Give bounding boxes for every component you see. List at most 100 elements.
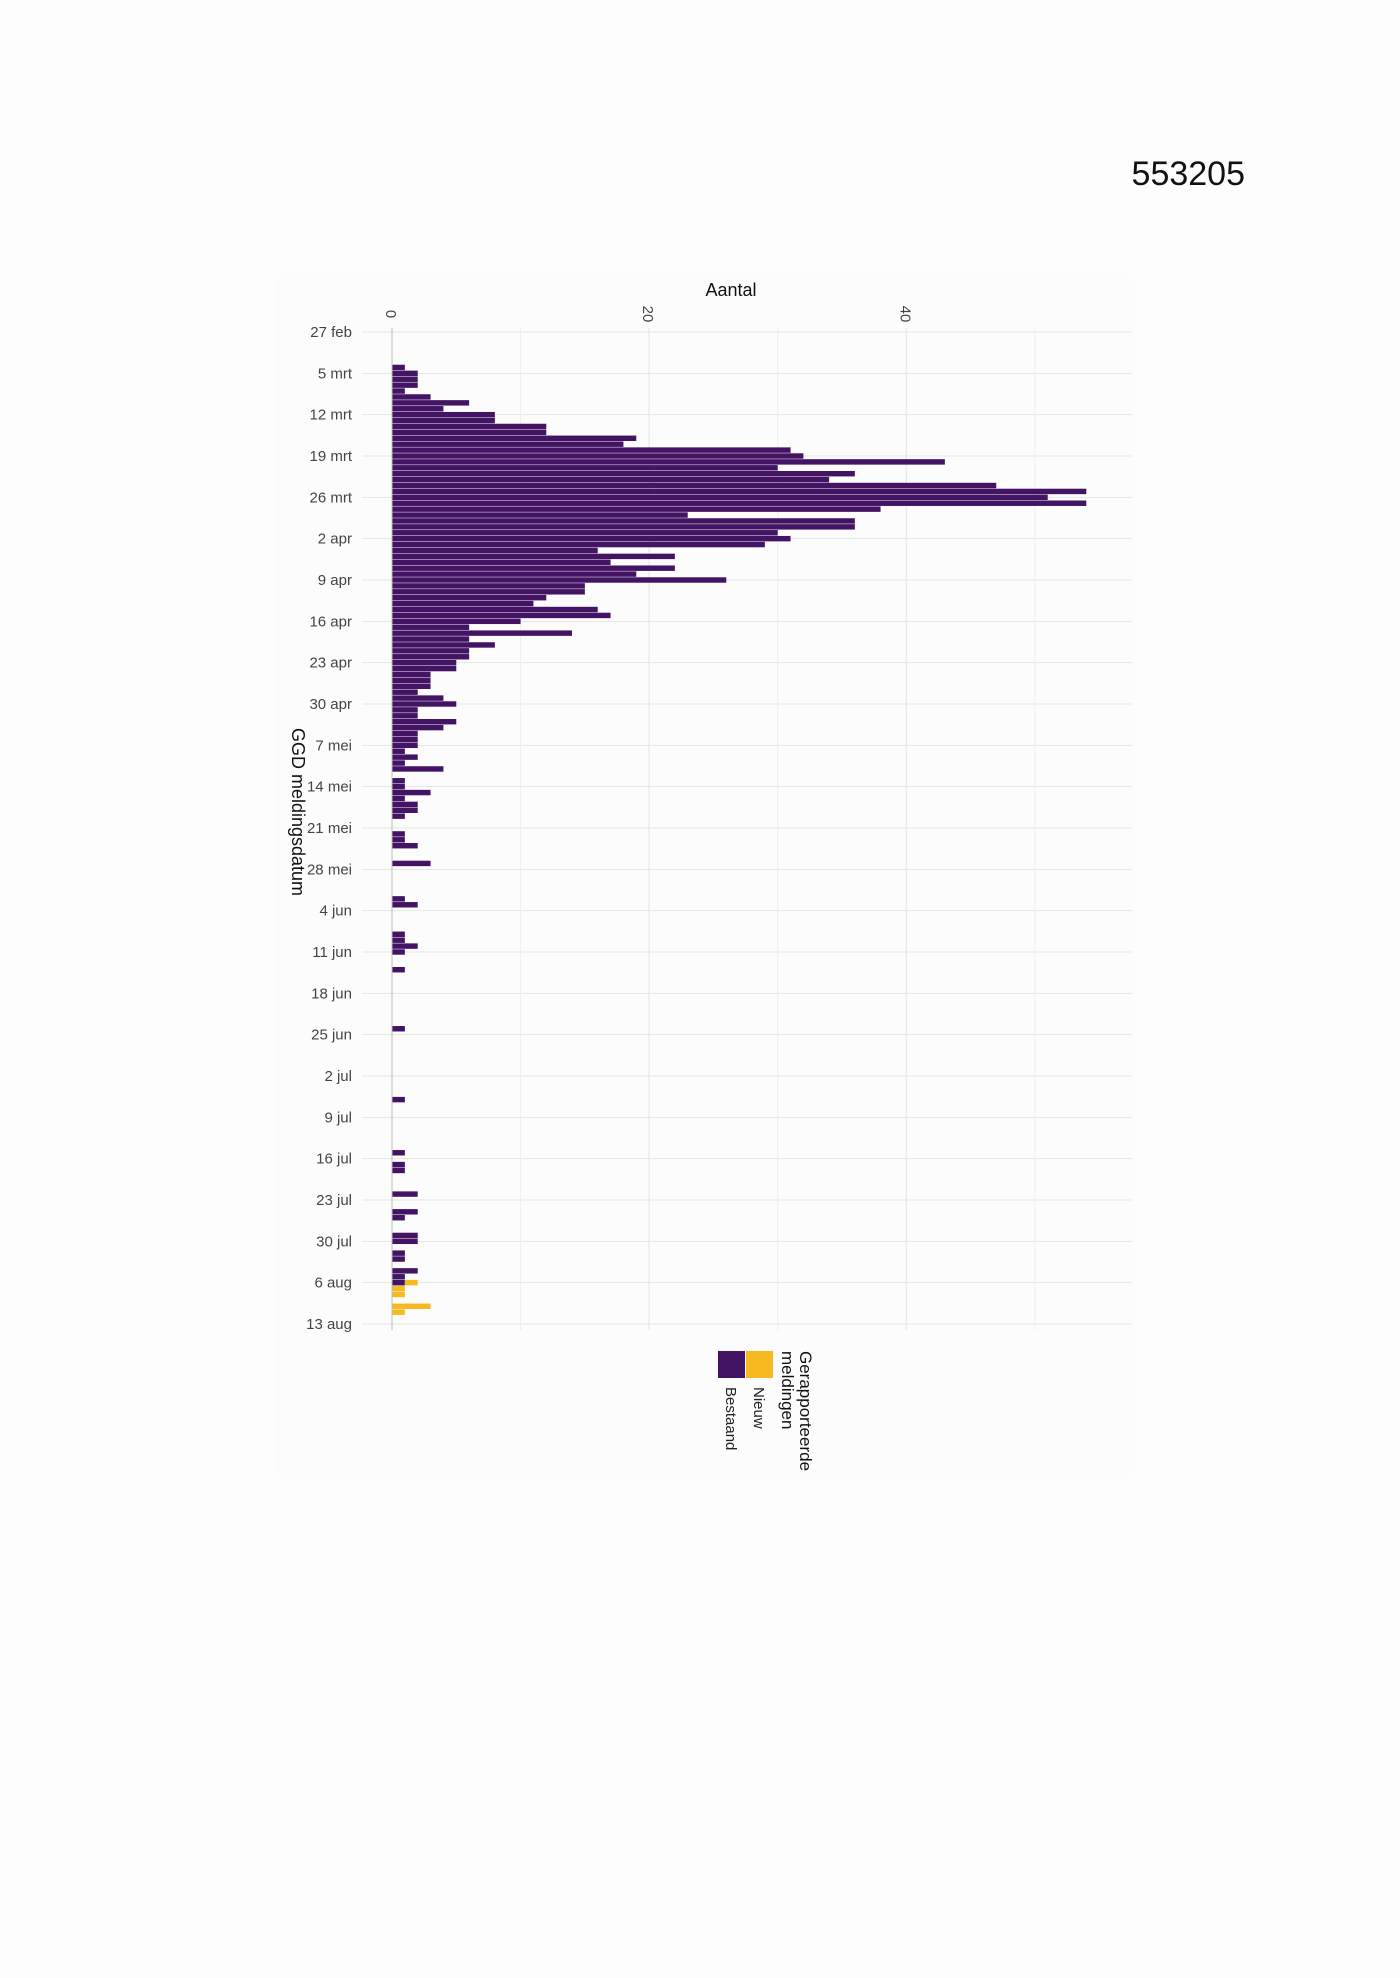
bar-bestaand (392, 488, 1087, 495)
bar-bestaand (392, 630, 572, 636)
bar-bestaand (392, 624, 470, 630)
bar-bestaand (392, 406, 444, 412)
bar-bestaand (392, 577, 727, 583)
y-tick-label: 14 mei (307, 779, 352, 796)
bar-bestaand (392, 541, 765, 548)
bar-bestaand (392, 1232, 418, 1239)
bar-bestaand (392, 612, 611, 619)
bar-bestaand (392, 470, 855, 477)
y-tick-label: 23 jul (316, 1192, 352, 1209)
chart-panel: 27 feb 5 mrt 12 mrt 19 mrt 26 mrt 2 apr 9 apr 1… (276, 276, 1134, 1476)
bar-bestaand (392, 583, 585, 589)
x-tick-label: 20 (639, 306, 656, 323)
y-tick-label: 21 mei (307, 820, 352, 837)
bar-bestaand (392, 453, 804, 459)
legend-swatch-bestaand (718, 1351, 745, 1378)
bar-bestaand (392, 594, 547, 601)
bar-bestaand (392, 807, 418, 814)
bar-bestaand (392, 1279, 405, 1286)
bar-bestaand (392, 636, 470, 642)
bar-bestaand (392, 966, 405, 973)
bar-bestaand (392, 783, 405, 790)
bar-bestaand (392, 459, 945, 465)
bar-bestaand (392, 742, 418, 749)
y-tick-label: 7 mei (315, 737, 352, 754)
bar-bestaand (392, 465, 778, 471)
x-axis-title: Aantal (705, 280, 756, 300)
bar-bestaand (392, 476, 830, 483)
bar-bestaand (392, 671, 431, 678)
bar-bestaand (392, 677, 431, 684)
bar-bestaand (392, 813, 405, 819)
bar-bestaand (392, 718, 457, 725)
y-tick-label: 18 jun (311, 985, 352, 1002)
bar-bestaand (392, 683, 431, 690)
bar-bestaand (392, 778, 405, 784)
bar-nieuw (392, 1309, 405, 1315)
bar-bestaand (392, 801, 418, 808)
y-tick-label: 27 feb (310, 324, 352, 341)
legend-title-line2: meldingen (778, 1351, 797, 1429)
bar-bestaand (392, 736, 418, 743)
bar-bestaand (392, 400, 470, 406)
y-tick-label: 30 jul (316, 1233, 352, 1250)
bar-bestaand (392, 860, 431, 867)
bar-bestaand (392, 506, 881, 512)
y-tick-label: 13 aug (306, 1316, 352, 1333)
bar-bestaand (392, 896, 405, 902)
bar-bestaand (392, 364, 405, 371)
bar-nieuw (392, 1285, 405, 1292)
bar-bestaand (392, 943, 418, 949)
bar-nieuw (404, 1279, 418, 1286)
axis-layer: 27 feb 5 mrt 12 mrt 19 mrt 26 mrt 2 apr 9 apr 1… (306, 306, 913, 1333)
x-tick-label: 0 (382, 310, 399, 318)
bar-bestaand (392, 417, 495, 424)
bar-bestaand (392, 547, 598, 554)
bar-bestaand (392, 1026, 405, 1032)
y-tick-label: 16 apr (309, 613, 352, 630)
bar-bestaand (392, 665, 457, 672)
y-tick-label: 30 apr (309, 696, 352, 713)
bar-bestaand (392, 1096, 405, 1103)
bar-bestaand (392, 571, 637, 577)
bar-bestaand (392, 589, 585, 595)
bar-bestaand (392, 842, 418, 849)
bar-bestaand (392, 423, 547, 430)
bar-bestaand (392, 659, 457, 666)
bar-bestaand (392, 1150, 405, 1156)
bar-bestaand (392, 1214, 405, 1221)
bar-bestaand (392, 447, 791, 453)
bar-bestaand (392, 435, 637, 442)
bar-bestaand (392, 1167, 405, 1174)
bar-bestaand (392, 1161, 405, 1168)
bar-bestaand (392, 530, 778, 536)
y-tick-label: 12 mrt (309, 407, 352, 424)
y-tick-label: 26 mrt (309, 489, 352, 506)
y-tick-label: 5 mrt (318, 365, 353, 382)
bar-bestaand (392, 565, 675, 571)
y-tick-label: 19 mrt (309, 448, 352, 465)
bar-bestaand (392, 837, 405, 843)
bar-bestaand (392, 648, 470, 654)
bar-bestaand (392, 760, 405, 766)
legend-label-bestaand: Bestaand (722, 1387, 739, 1450)
bar-bestaand (392, 1191, 418, 1197)
legend-label-nieuw: Nieuw (750, 1387, 767, 1429)
y-tick-label: 23 apr (309, 655, 352, 672)
y-tick-label: 28 mei (307, 861, 352, 878)
bar-bestaand (392, 748, 405, 754)
bar-bestaand (392, 795, 405, 802)
bar-bestaand (392, 606, 598, 613)
bar-bestaand (392, 1250, 405, 1256)
bar-bestaand (392, 411, 495, 418)
bar-bestaand (392, 394, 431, 400)
bar-bestaand (392, 441, 624, 447)
legend-swatch-nieuw (746, 1351, 773, 1378)
bar-bestaand (392, 1256, 405, 1262)
y-tick-label: 2 apr (318, 531, 352, 548)
document-number: 553205 (1131, 155, 1245, 193)
y-tick-label: 2 jul (324, 1068, 352, 1085)
bar-bestaand (392, 949, 405, 955)
bar-nieuw (392, 1291, 405, 1298)
